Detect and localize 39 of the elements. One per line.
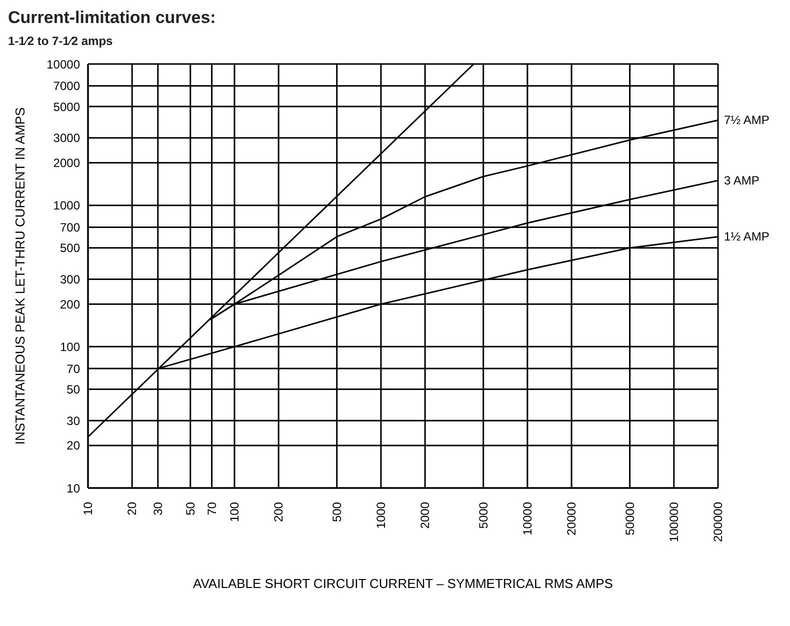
chart-title: Current-limitation curves: <box>8 8 217 28</box>
x-tick-label: 50 <box>183 502 198 516</box>
y-tick-label: 700 <box>60 220 80 234</box>
x-tick-label: 20 <box>125 502 140 516</box>
y-tick-label: 10000 <box>46 57 80 72</box>
series-label: 1½ AMP <box>724 230 770 244</box>
y-tick-label: 50 <box>66 382 80 396</box>
x-tick-label: 500 <box>330 502 344 522</box>
x-tick-label: 100 <box>227 502 242 522</box>
y-tick-label: 1000 <box>53 198 80 213</box>
x-tick-label: 200000 <box>711 502 725 542</box>
x-axis-title: AVAILABLE SHORT CIRCUIT CURRENT – SYMMETRICAL RMS AMPS <box>193 576 614 591</box>
y-tick-label: 7000 <box>53 79 80 94</box>
y-tick-label: 20 <box>66 438 80 453</box>
y-tick-label: 30 <box>66 414 80 428</box>
x-tick-label: 100000 <box>666 502 681 542</box>
x-tick-label: 200 <box>272 502 286 522</box>
x-tick-label: 5000 <box>476 502 490 529</box>
x-tick-label: 2000 <box>418 502 432 529</box>
chart-subtitle: 1-1⁄2 to 7-1⁄2 amps <box>8 34 114 48</box>
y-tick-label: 3000 <box>53 131 80 146</box>
y-tick-label: 5000 <box>53 100 80 114</box>
x-tick-label: 1000 <box>374 502 388 529</box>
y-tick-label: 100 <box>60 340 80 354</box>
y-axis-title: INSTANTANEOUS PEAK LET-THRU CURRENT IN AMPS <box>12 107 28 445</box>
x-tick-label: 10 <box>81 502 95 516</box>
x-tick-label: 70 <box>204 502 219 516</box>
y-tick-label: 10 <box>66 481 80 496</box>
y-tick-label: 70 <box>66 362 80 376</box>
x-tick-label: 10000 <box>520 502 534 536</box>
x-tick-label: 20000 <box>564 502 579 536</box>
series-label: 7½ AMP <box>724 113 770 128</box>
series-label: 3 AMP <box>724 173 760 188</box>
y-tick-label: 2000 <box>53 156 80 170</box>
x-tick-label: 30 <box>150 502 165 516</box>
y-tick-label: 500 <box>60 241 80 256</box>
y-tick-label: 300 <box>60 272 80 286</box>
y-tick-label: 200 <box>60 297 80 312</box>
x-tick-label: 50000 <box>622 502 637 536</box>
